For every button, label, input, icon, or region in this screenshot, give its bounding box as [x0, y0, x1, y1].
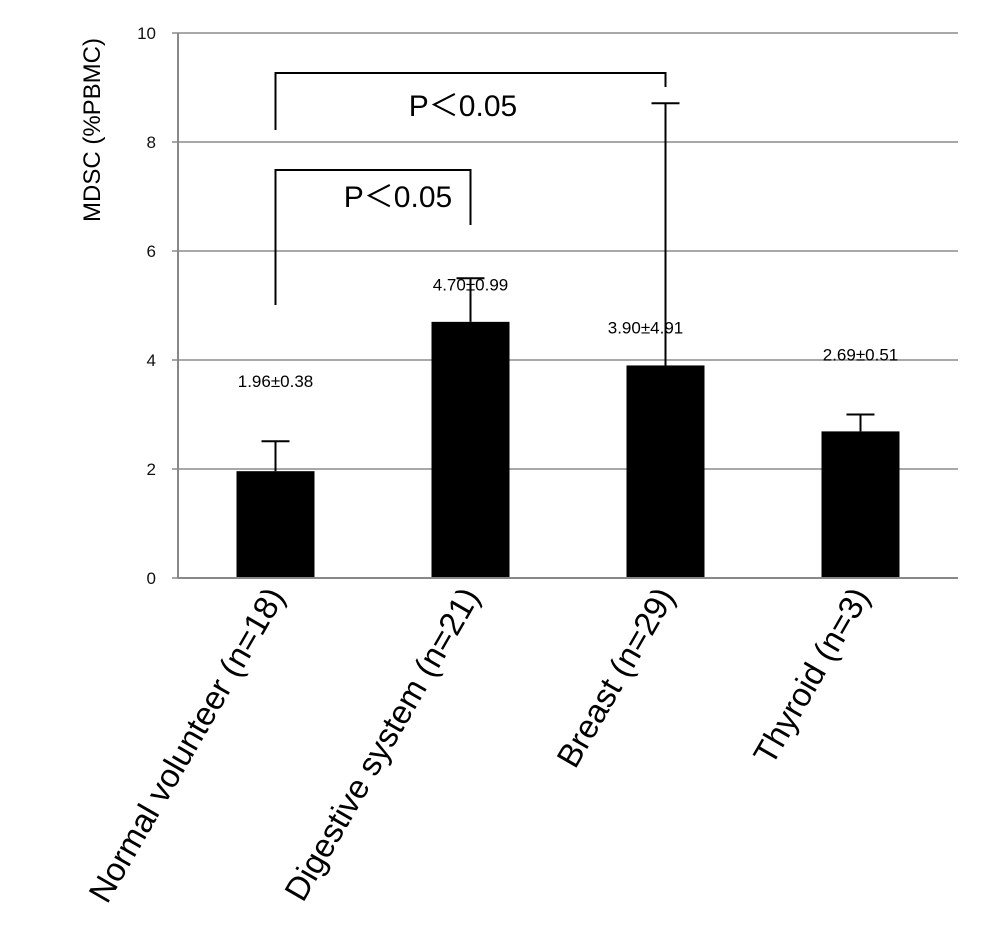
y-tick-label: 4 — [147, 351, 156, 370]
error-bars — [261, 102, 875, 472]
data-labels: 1.96±0.38 4.70±0.99 3.90±4.91 2.69±0.51 — [238, 275, 899, 391]
x-category-label: Digestive system (n=21) — [277, 581, 486, 907]
gridlines — [178, 32, 958, 470]
y-tick-label: 6 — [147, 242, 156, 261]
significance-label: P＜0.05 — [344, 181, 452, 214]
bar — [626, 365, 705, 578]
data-label: 3.90±4.91 — [608, 318, 684, 337]
y-tick-label: 0 — [147, 569, 156, 588]
x-category-label: Breast (n=29) — [549, 581, 681, 773]
y-axis-ticks: 0 2 4 6 8 10 — [137, 24, 178, 588]
significance-brackets: P＜0.05 P＜0.05 — [274, 72, 667, 305]
data-label: 4.70±0.99 — [433, 275, 509, 294]
significance-bracket — [274, 169, 472, 305]
y-axis-title: MDSC (%PBMC) — [79, 38, 106, 222]
significance-label: P＜0.05 — [409, 90, 517, 123]
data-label: 1.96±0.38 — [238, 372, 314, 391]
y-tick-label: 2 — [147, 460, 156, 479]
bars — [236, 321, 900, 578]
data-label: 2.69±0.51 — [823, 346, 899, 365]
x-category-label: Normal volunteer (n=18) — [81, 581, 291, 908]
y-tick-label: 10 — [137, 24, 156, 43]
significance-bracket — [274, 72, 667, 130]
x-axis-categories: Normal volunteer (n=18)Digestive system … — [81, 581, 876, 908]
bar — [821, 431, 900, 578]
x-category-label: Thyroid (n=3) — [746, 581, 877, 770]
bar — [431, 321, 510, 578]
y-tick-label: 8 — [147, 133, 156, 152]
bar — [236, 471, 315, 578]
